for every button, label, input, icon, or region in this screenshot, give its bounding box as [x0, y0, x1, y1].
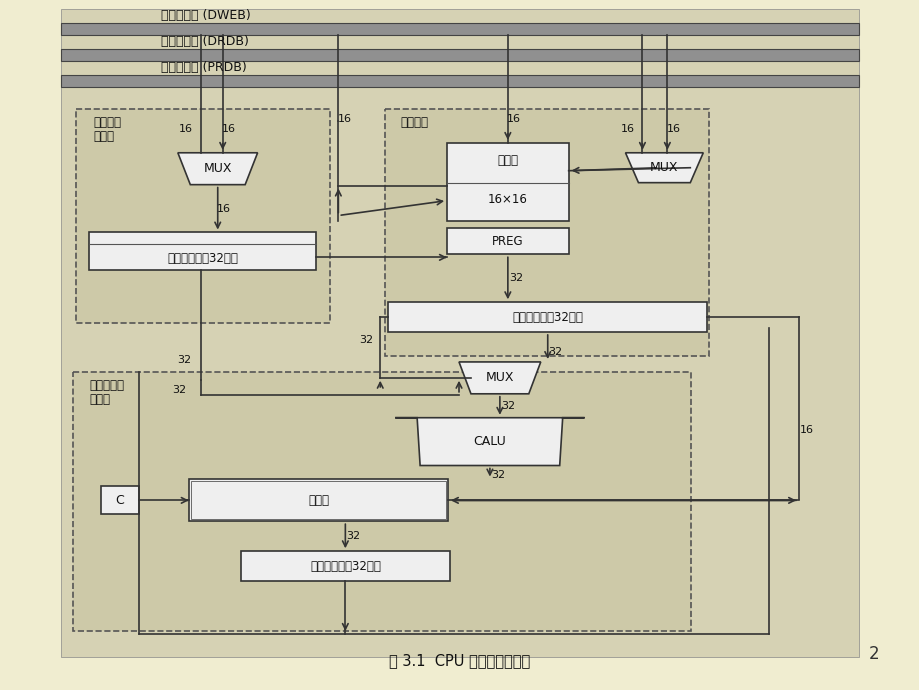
Text: CALU: CALU: [473, 435, 505, 448]
Polygon shape: [395, 417, 584, 466]
FancyBboxPatch shape: [62, 10, 857, 657]
Text: MUX: MUX: [650, 161, 678, 174]
Polygon shape: [625, 152, 702, 183]
Text: 32: 32: [500, 401, 515, 411]
FancyBboxPatch shape: [447, 143, 568, 221]
FancyBboxPatch shape: [188, 480, 448, 521]
Text: MUX: MUX: [203, 162, 232, 175]
Text: 32: 32: [548, 347, 562, 357]
Text: 16: 16: [217, 204, 231, 213]
FancyBboxPatch shape: [388, 302, 707, 332]
Text: 32: 32: [358, 335, 373, 345]
FancyBboxPatch shape: [101, 486, 139, 514]
Text: 32: 32: [508, 273, 522, 284]
Text: MUX: MUX: [485, 371, 514, 384]
Text: 乘积移位器（32位）: 乘积移位器（32位）: [512, 310, 583, 324]
Text: 辑单元: 辑单元: [89, 393, 110, 406]
Text: 16: 16: [619, 124, 634, 134]
Polygon shape: [177, 152, 257, 185]
Text: 32: 32: [172, 385, 186, 395]
Text: 16: 16: [221, 124, 235, 134]
FancyBboxPatch shape: [62, 75, 857, 87]
Text: 16: 16: [178, 124, 193, 134]
FancyBboxPatch shape: [62, 23, 857, 35]
Text: 累加器: 累加器: [308, 494, 329, 507]
Text: 乘法器: 乘法器: [497, 155, 517, 167]
Text: 乘法单元: 乘法单元: [400, 117, 427, 130]
Text: C: C: [116, 494, 124, 507]
Text: 移位器: 移位器: [93, 130, 114, 144]
Text: 32: 32: [346, 531, 360, 541]
FancyBboxPatch shape: [62, 49, 857, 61]
Text: 输入移位器（32位）: 输入移位器（32位）: [167, 252, 238, 265]
Text: 2: 2: [868, 644, 878, 663]
Text: 图 3.1  CPU 模块的功能结构: 图 3.1 CPU 模块的功能结构: [389, 653, 530, 668]
Text: 中央算术逻: 中央算术逻: [89, 380, 124, 393]
Polygon shape: [459, 362, 540, 394]
FancyBboxPatch shape: [385, 109, 709, 356]
Text: 16×16: 16×16: [487, 193, 528, 206]
Text: 16: 16: [506, 114, 520, 124]
Text: 32: 32: [491, 471, 505, 480]
FancyBboxPatch shape: [241, 551, 449, 581]
FancyBboxPatch shape: [447, 228, 568, 255]
Text: 数据写总线 (DWEB): 数据写总线 (DWEB): [161, 9, 250, 22]
FancyBboxPatch shape: [76, 109, 330, 323]
FancyBboxPatch shape: [74, 372, 690, 631]
FancyBboxPatch shape: [89, 233, 316, 270]
Text: 数据读总线 (DRDB): 数据读总线 (DRDB): [161, 34, 248, 48]
Text: 输入定标: 输入定标: [93, 117, 121, 130]
Text: 16: 16: [800, 424, 813, 435]
Text: 输出移位器（32位）: 输出移位器（32位）: [310, 560, 380, 573]
Text: 16: 16: [665, 124, 680, 134]
Text: PREG: PREG: [492, 235, 523, 248]
Text: 16: 16: [337, 114, 351, 124]
Text: 程序读总线 (PRDB): 程序读总线 (PRDB): [161, 61, 246, 74]
Text: 32: 32: [176, 355, 190, 365]
